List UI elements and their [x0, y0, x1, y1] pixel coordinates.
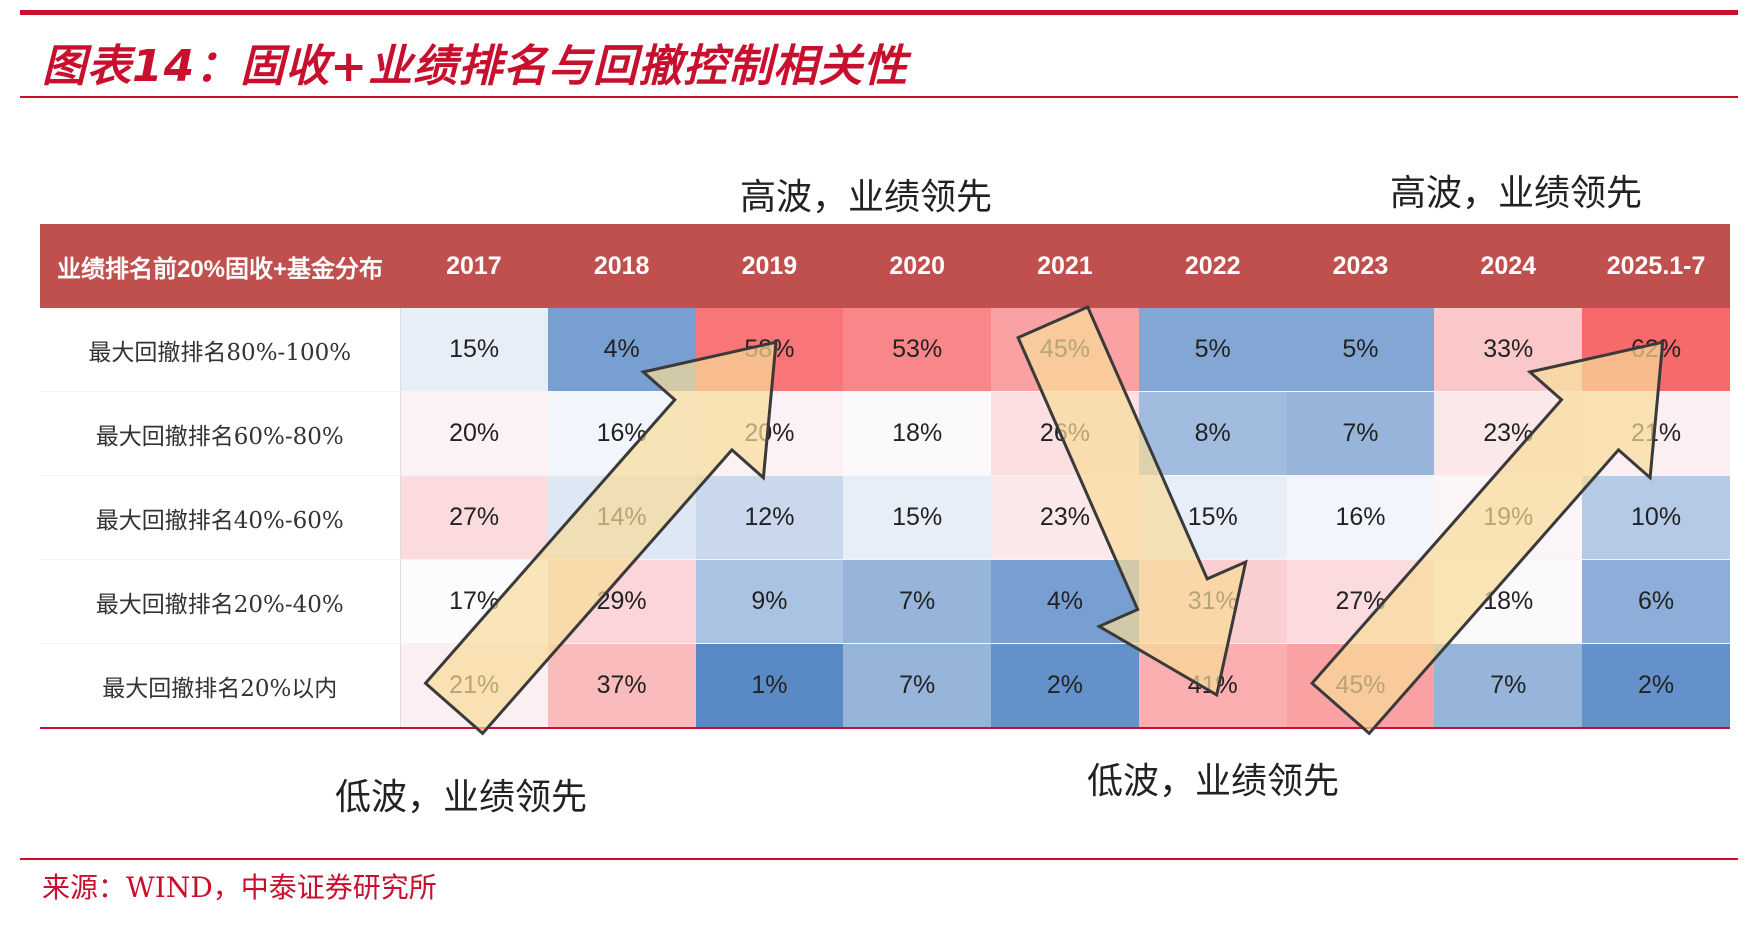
table-row: 最大回撤排名80%-100% 15% 4% 58% 53% 45% 5% 5% 33% 62% [40, 308, 1730, 392]
heat-cell: 45% [991, 308, 1139, 392]
heat-cell: 7% [843, 559, 992, 644]
heat-cell: 15% [1138, 475, 1287, 560]
heat-cell: 23% [991, 475, 1139, 560]
heat-cell: 16% [1286, 475, 1435, 560]
heat-cell: 19% [1434, 475, 1583, 560]
table-row: 最大回撤排名40%-60% 27% 14% 12% 15% 23% 15% 16% 19% 10% [40, 475, 1730, 560]
annotation-top-left: 高波，业绩领先 [740, 177, 993, 218]
table-row: 最大回撤排名20%-40% 17% 29% 9% 7% 4% 31% 27% 18% 6% [40, 559, 1730, 644]
heat-cell: 4% [547, 308, 696, 392]
column-header: 2017 [400, 224, 548, 308]
heat-cell: 62% [1582, 308, 1730, 392]
annotation-top-right: 高波，业绩领先 [1390, 173, 1643, 214]
column-header: 2022 [1138, 224, 1287, 308]
heat-cell: 37% [547, 643, 696, 729]
heat-cell: 21% [1582, 391, 1730, 476]
heat-cell: 33% [1434, 308, 1583, 392]
heat-cell: 12% [695, 475, 844, 560]
heat-cell: 17% [400, 559, 548, 644]
heat-cell: 27% [1286, 559, 1435, 644]
heat-cell: 2% [991, 643, 1139, 729]
row-label: 最大回撤排名40%-60% [40, 475, 401, 560]
heat-cell: 31% [1138, 559, 1287, 644]
heat-cell: 29% [547, 559, 696, 644]
heat-cell: 20% [695, 391, 844, 476]
heat-cell: 5% [1286, 308, 1435, 392]
heat-cell: 1% [695, 643, 844, 729]
column-header: 2023 [1286, 224, 1435, 308]
row-label: 最大回撤排名20%以内 [40, 643, 401, 729]
column-header: 2021 [991, 224, 1139, 308]
heat-cell: 7% [1434, 643, 1583, 729]
heat-cell: 20% [400, 391, 548, 476]
column-header: 2020 [843, 224, 992, 308]
heat-cell: 45% [1286, 643, 1435, 729]
column-header: 2025.1-7 [1582, 224, 1730, 308]
heat-cell: 10% [1582, 475, 1730, 560]
heat-cell: 2% [1582, 643, 1730, 729]
chart-title: 图表14：固收+业绩排名与回撤控制相关性 [42, 41, 909, 92]
heat-cell: 14% [547, 475, 696, 560]
heat-cell: 18% [843, 391, 992, 476]
heat-cell: 5% [1138, 308, 1287, 392]
row-label: 最大回撤排名80%-100% [40, 308, 401, 392]
column-header: 2024 [1434, 224, 1583, 308]
heat-cell: 15% [843, 475, 992, 560]
corner-label: 业绩排名前20%固收+基金分布 [40, 224, 400, 308]
header-row: 业绩排名前20%固收+基金分布 2017 2018 2019 2020 2021 2022… [40, 224, 1730, 308]
heat-cell: 7% [1286, 391, 1435, 476]
annotation-bottom-right: 低波，业绩领先 [1087, 761, 1340, 802]
table-row: 最大回撤排名20%以内 21% 37% 1% 7% 2% 41% 45% 7% 2% [40, 643, 1730, 729]
heat-cell: 21% [400, 643, 548, 729]
heat-cell: 9% [695, 559, 844, 644]
table-row: 最大回撤排名60%-80% 20% 16% 20% 18% 26% 8% 7% 23% 21% [40, 391, 1730, 476]
heat-cell: 41% [1138, 643, 1287, 729]
heat-cell: 4% [991, 559, 1139, 644]
heat-cell: 6% [1582, 559, 1730, 644]
heat-cell: 15% [400, 308, 548, 392]
heat-cell: 26% [991, 391, 1139, 476]
heat-cell: 16% [547, 391, 696, 476]
heat-cell: 18% [1434, 559, 1583, 644]
heatmap-table: 业绩排名前20%固收+基金分布 2017 2018 2019 2020 2021 2022… [40, 224, 1730, 729]
column-header: 2019 [695, 224, 844, 308]
source-note: 来源：WIND，中泰证券研究所 [42, 871, 437, 904]
heat-cell: 8% [1138, 391, 1287, 476]
heat-cell: 58% [695, 308, 844, 392]
top-rule [20, 10, 1738, 15]
row-label: 最大回撤排名20%-40% [40, 559, 401, 644]
heat-cell: 7% [843, 643, 992, 729]
title-rule [20, 96, 1738, 98]
heat-cell: 53% [843, 308, 992, 392]
row-label: 最大回撤排名60%-80% [40, 391, 401, 476]
heat-cell: 23% [1434, 391, 1583, 476]
bottom-rule [20, 858, 1738, 860]
heat-cell: 27% [400, 475, 548, 560]
column-header: 2018 [547, 224, 696, 308]
heatmap-body: 最大回撤排名80%-100% 15% 4% 58% 53% 45% 5% 5% 33% 62% 最大… [40, 308, 1730, 729]
annotation-bottom-left: 低波，业绩领先 [335, 777, 588, 818]
